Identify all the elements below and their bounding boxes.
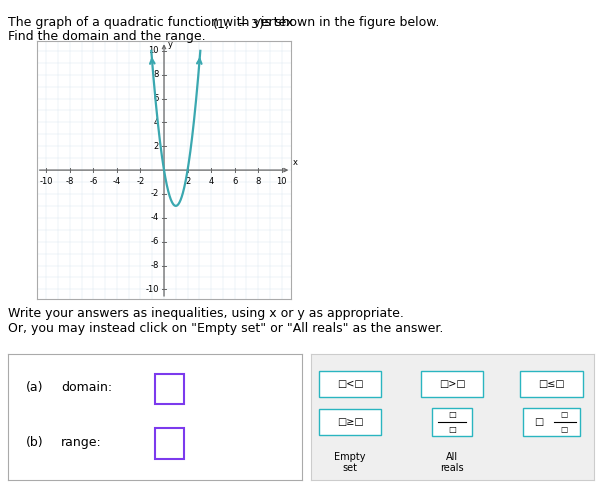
Text: Or, you may instead click on "Empty set" or "All reals" as the answer.: Or, you may instead click on "Empty set"… [8,322,443,335]
Text: □≥□: □≥□ [337,417,364,427]
Bar [520,371,582,397]
Text: -2: -2 [136,176,145,186]
Text: domain:: domain: [61,382,112,395]
Text: 8: 8 [256,176,261,186]
Text: 4: 4 [209,176,214,186]
Bar [155,374,185,404]
Bar [432,408,472,436]
Text: 4: 4 [154,118,159,127]
Text: 6: 6 [232,176,238,186]
Text: □: □ [534,417,543,427]
Text: 10: 10 [277,176,287,186]
Text: y: y [168,40,172,49]
Text: -6: -6 [150,237,159,246]
Text: Find the domain and the range.: Find the domain and the range. [8,30,206,43]
Text: (a): (a) [25,382,43,395]
Text: -8: -8 [150,261,159,270]
Text: range:: range: [61,436,101,449]
Text: 8: 8 [153,70,159,79]
Text: -6: -6 [89,176,98,186]
Bar [319,371,382,397]
Text: (b): (b) [25,436,43,449]
Text: -8: -8 [66,176,74,186]
Text: -10: -10 [39,176,53,186]
Text: □: □ [561,425,568,434]
Text: -4: -4 [113,176,121,186]
Text: 10: 10 [148,46,159,55]
Text: -10: -10 [145,285,159,294]
Text: -4: -4 [151,213,159,222]
Text: 6: 6 [153,94,159,103]
Text: □<□: □<□ [337,379,364,389]
Text: □>□: □>□ [439,379,466,389]
Text: □: □ [448,425,456,434]
Text: is shown in the figure below.: is shown in the figure below. [257,16,440,29]
Text: x: x [292,157,297,167]
Text: 2: 2 [154,142,159,151]
Text: The graph of a quadratic function with vertex: The graph of a quadratic function with v… [8,16,297,29]
Text: 2: 2 [185,176,190,186]
Bar [421,371,484,397]
Text: All
reals: All reals [440,451,464,473]
Text: $(1,\ -3)$: $(1,\ -3)$ [212,16,264,31]
Text: Write your answers as inequalities, using x or y as appropriate.: Write your answers as inequalities, usin… [8,307,404,320]
Text: -2: -2 [151,190,159,198]
Bar [155,428,185,459]
Bar [319,409,382,434]
Text: □≤□: □≤□ [538,379,565,389]
Text: □: □ [561,410,568,419]
Text: Empty
set: Empty set [335,451,366,473]
Bar [523,408,580,436]
Text: □: □ [448,410,456,419]
